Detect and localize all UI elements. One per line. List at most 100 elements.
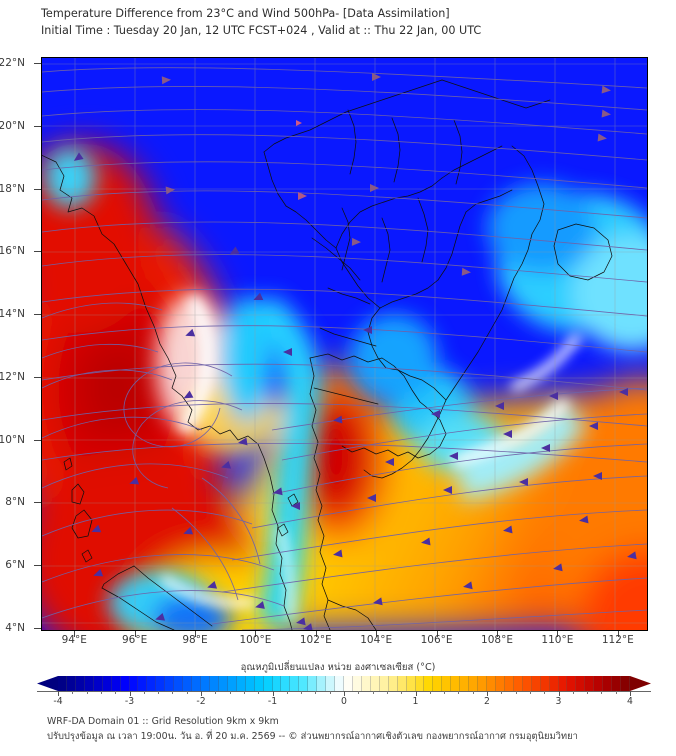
colorbar-minor-tick [72, 691, 74, 694]
x-axis-tick [617, 631, 619, 637]
colorbar-segment [370, 676, 380, 691]
x-axis-tick-label: 100°E [239, 634, 272, 646]
y-axis-tick [34, 251, 41, 253]
colorbar-segment [460, 676, 470, 691]
x-axis-tick [255, 631, 257, 637]
x-axis-tick [195, 631, 196, 637]
colorbar-segment [487, 676, 496, 691]
temperature-field-map [42, 58, 647, 630]
colorbar-segment [120, 676, 130, 691]
colorbar-segment [192, 676, 201, 691]
colorbar-minor-tick [172, 691, 174, 694]
x-axis-tick-label: 108°E [481, 634, 513, 646]
chart-title-line-1: Temperature Difference from 23°C and Win… [41, 7, 450, 20]
colorbar-minor-tick [143, 691, 145, 694]
chart-title-block: Temperature Difference from 23°C and Win… [41, 6, 641, 39]
colorbar-segment [522, 676, 532, 691]
colorbar-segment [290, 676, 300, 691]
colorbar-segment [495, 676, 505, 691]
colorbar-segment [406, 676, 416, 691]
colorbar-segment [603, 676, 613, 691]
wind-streamlines [42, 67, 647, 630]
colorbar-segment [75, 676, 85, 691]
colorbar-segment [272, 676, 282, 691]
colorbar-minor-tick [572, 691, 574, 694]
colorbar-segment [344, 676, 353, 691]
y-axis-tick [34, 188, 41, 190]
colorbar-segment [227, 676, 237, 691]
map-plot-area [41, 57, 648, 631]
colorbar-minor-tick [115, 691, 117, 694]
y-axis-tick [34, 314, 41, 316]
x-axis-tick [376, 631, 378, 637]
colorbar-tick-label: -2 [196, 696, 206, 707]
colorbar-minor-tick [401, 691, 403, 694]
colorbar-minor-tick [258, 691, 260, 694]
colorbar-ticks: -4 -3 -2 -1 0 1 2 3 4 [53, 691, 633, 707]
colorbar-tick-label: 3 [555, 696, 562, 707]
colorbar-segment [451, 676, 461, 691]
colorbar-segment [576, 676, 586, 691]
colorbar-minor-tick [444, 691, 446, 694]
colorbar-minor-tick [315, 691, 317, 694]
colorbar-segment [594, 676, 604, 691]
x-axis-tick [557, 631, 559, 637]
x-axis-tick-label: 104°E [360, 634, 393, 646]
colorbar-major-tick [630, 691, 631, 696]
y-axis-tick [34, 502, 41, 504]
colorbar-segment [102, 676, 112, 691]
colorbar-segment [469, 676, 479, 691]
x-axis-tick-label: 94°E [61, 634, 87, 646]
footer-line-1: WRF-DA Domain 01 :: Grid Resolution 9km … [47, 716, 279, 727]
y-axis-tick-label: 8°N [5, 496, 25, 509]
y-axis-tick-label: 10°N [0, 433, 25, 446]
colorbar-segment [129, 676, 139, 691]
colorbar-segment [504, 676, 514, 691]
colorbar-tick-label: 0 [341, 696, 347, 707]
y-axis-tick-label: 6°N [5, 559, 25, 572]
colorbar-major-tick [344, 691, 345, 696]
colorbar-minor-tick [286, 691, 288, 694]
colorbar-minor-tick [429, 691, 431, 694]
x-axis-tick-label: 110°E [541, 634, 574, 646]
colorbar-segment [424, 676, 434, 691]
colorbar-segment [299, 676, 309, 691]
colorbar-segment [335, 676, 344, 691]
colorbar-segment [84, 676, 94, 691]
colorbar-segment [174, 676, 184, 691]
colorbar-segment [111, 676, 121, 691]
colorbar-extend-max-arrow [630, 676, 651, 691]
colorbar-minor-tick [615, 691, 617, 694]
colorbar-segment [156, 676, 166, 691]
colorbar-segment [165, 676, 175, 691]
colorbar-major-tick [272, 691, 274, 696]
colorbar-minor-tick [529, 691, 531, 694]
colorbar-segment [263, 676, 273, 691]
colorbar-segment [558, 676, 568, 691]
map-gridlines [42, 58, 647, 630]
x-axis-tick-label: 98°E [182, 634, 208, 646]
colorbar-segment [567, 676, 577, 691]
colorbar-gradient [58, 676, 630, 691]
colorbar-minor-tick [158, 691, 160, 694]
colorbar-segment [201, 676, 210, 691]
y-axis-tick-label: 18°N [0, 182, 25, 195]
colorbar-segment [308, 676, 318, 691]
colorbar-segment [361, 676, 371, 691]
colorbar-minor-tick [515, 691, 517, 694]
y-axis-tick [34, 439, 41, 441]
colorbar-segment [531, 676, 541, 691]
colorbar-minor-tick [186, 691, 188, 694]
y-axis-tick [34, 376, 41, 378]
y-axis-tick-label: 14°N [0, 308, 25, 321]
colorbar-segment [93, 676, 103, 691]
colorbar-segment [183, 676, 193, 691]
colorbar-segment [58, 676, 67, 691]
colorbar-minor-tick [601, 691, 603, 694]
colorbar-minor-tick [86, 691, 88, 694]
y-axis-tick [34, 565, 41, 567]
y-axis-tick-label: 20°N [0, 120, 25, 132]
colorbar-minor-tick [100, 691, 102, 694]
chart-title-line-2: Initial Time : Tuesday 20 Jan, 12 UTC FC… [41, 23, 482, 37]
colorbar-segment [138, 676, 148, 691]
